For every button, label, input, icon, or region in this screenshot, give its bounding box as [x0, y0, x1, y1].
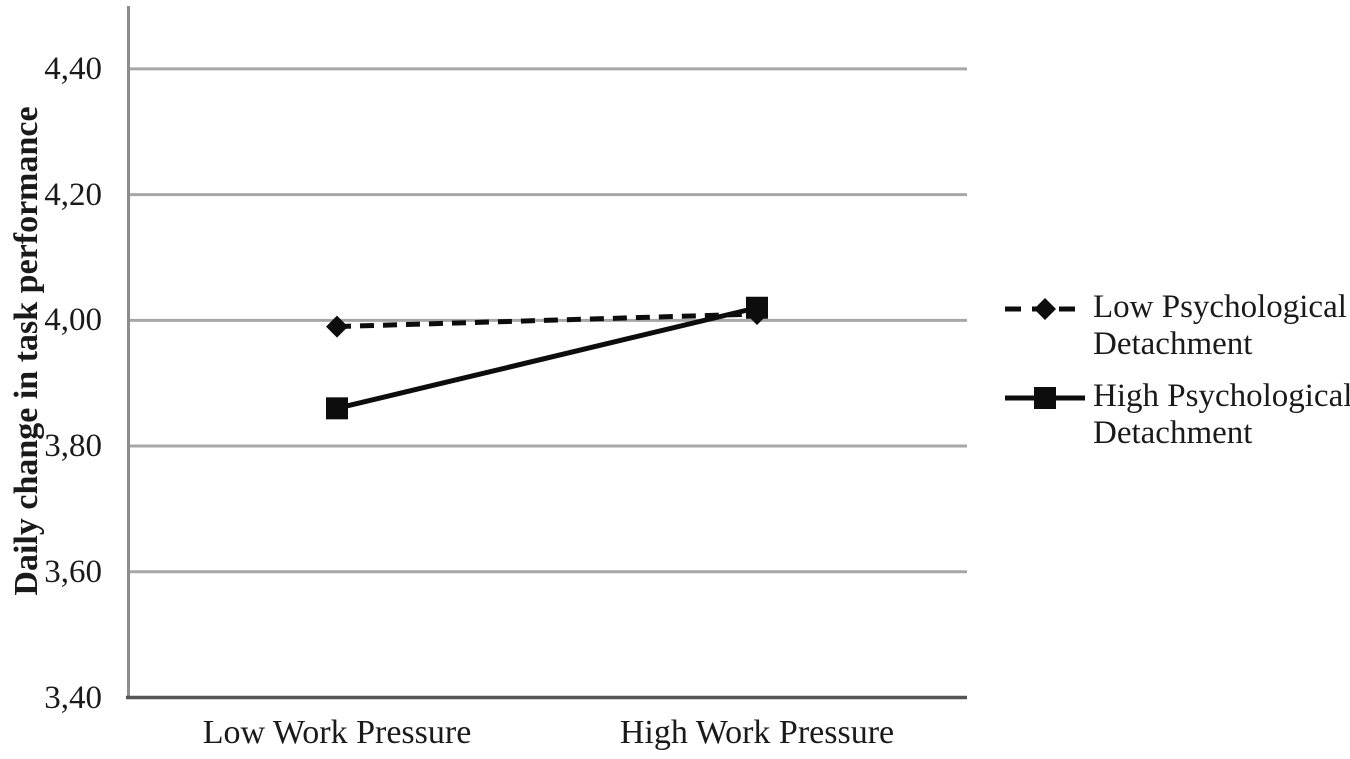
y-tick-label: 3,40 — [44, 679, 102, 716]
legend-label: High Psychological Detachment — [1093, 378, 1350, 451]
y-tick-label: 3,80 — [44, 428, 102, 465]
x-category-label-high-work-pressure: High Work Pressure — [619, 714, 895, 751]
y-tick-label: 4,00 — [44, 302, 102, 339]
y-tick-label: 3,60 — [44, 553, 102, 590]
y-tick-label: 4,40 — [44, 50, 102, 87]
legend-item-high-psychological-detachment: High Psychological Detachment — [1003, 378, 1350, 452]
series-line — [336, 305, 758, 411]
diamond-marker — [326, 315, 348, 338]
square-marker — [326, 397, 348, 420]
legend-key-solid-square-icon — [1005, 387, 1085, 409]
series-line — [336, 311, 758, 330]
x-category-label-low-work-pressure: Low Work Pressure — [202, 714, 472, 751]
legend-label: Low Psychological Detachment — [1093, 289, 1347, 362]
diamond-marker — [1034, 298, 1056, 320]
square-marker — [746, 296, 768, 319]
y-tick-label: 4,20 — [44, 176, 102, 213]
legend-item-low-psychological-detachment: Low Psychological Detachment — [1003, 289, 1350, 363]
legend-key-dashed-diamond-icon — [1005, 298, 1085, 320]
legend: Low Psychological Detachment High Psycho… — [1003, 289, 1350, 452]
square-marker — [1034, 387, 1056, 409]
